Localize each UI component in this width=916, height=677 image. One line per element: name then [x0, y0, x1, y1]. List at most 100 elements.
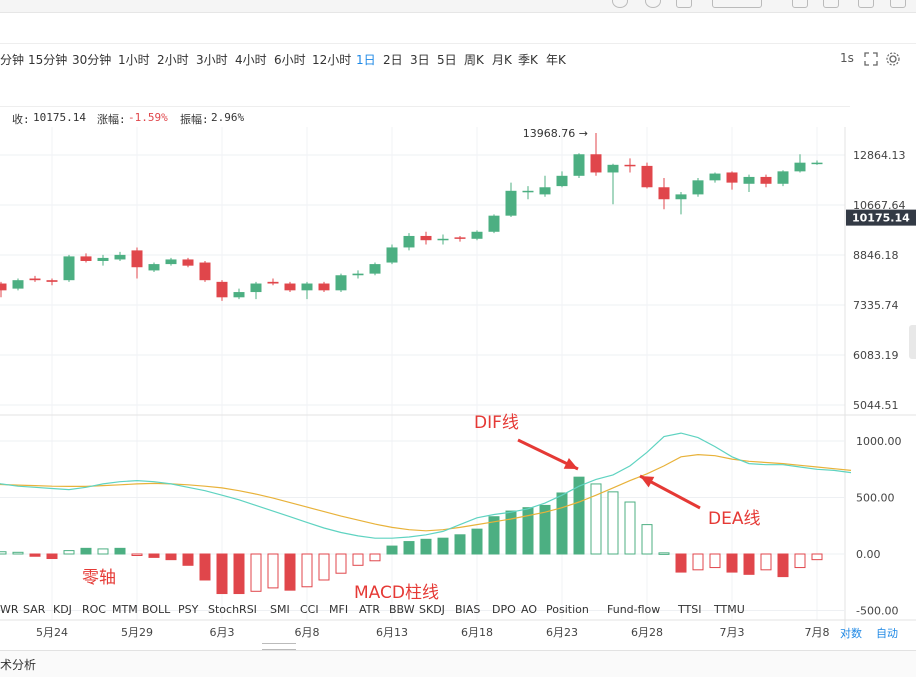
interval-7[interactable]: 6小时	[274, 53, 306, 67]
candle-body-15[interactable]	[233, 292, 245, 298]
interval-4[interactable]: 2小时	[157, 53, 189, 67]
indicator-tab-5[interactable]: BOLL	[142, 603, 171, 616]
indicator-tab-15[interactable]: DPO	[492, 603, 516, 616]
interval-15[interactable]: 季K	[518, 53, 538, 67]
candle-body-43[interactable]	[709, 173, 721, 181]
candle-body-4[interactable]	[46, 280, 58, 282]
restore-icon[interactable]	[823, 0, 839, 8]
indicator-tab-0[interactable]: WR	[0, 603, 19, 616]
candle-body-10[interactable]	[148, 264, 160, 271]
candle-body-35[interactable]	[573, 154, 585, 176]
candle-body-26[interactable]	[420, 235, 432, 241]
indicator-tab-16[interactable]: AO	[521, 603, 537, 616]
candle-body-32[interactable]	[522, 190, 534, 193]
indicator-tab-20[interactable]: TTMU	[714, 603, 745, 616]
candle-body-12[interactable]	[182, 259, 194, 266]
candle-body-9[interactable]	[131, 250, 143, 268]
candle-body-18[interactable]	[284, 283, 296, 291]
candle-body-8[interactable]	[114, 254, 126, 260]
side-panel-toggle[interactable]	[909, 325, 916, 359]
interval-14[interactable]: 月K	[492, 53, 512, 67]
window-icon[interactable]	[792, 0, 808, 8]
interval-0[interactable]: 分钟	[0, 53, 25, 67]
candle-body-6[interactable]	[80, 256, 92, 261]
gear-icon[interactable]	[886, 52, 900, 66]
candle-body-28[interactable]	[454, 237, 466, 239]
indicator-tab-14[interactable]: BIAS	[455, 603, 481, 616]
candle-body-40[interactable]	[658, 187, 670, 200]
unit-dropdown[interactable]	[712, 0, 762, 8]
candle-body-24[interactable]	[386, 247, 398, 263]
auto-scale-toggle[interactable]: 自动	[876, 627, 898, 640]
interval-1[interactable]: 15分钟	[28, 53, 68, 67]
candle-body-33[interactable]	[539, 187, 551, 195]
indicator-tab-13[interactable]: SKDJ	[419, 603, 445, 616]
indicator-tab-9[interactable]: CCI	[300, 603, 319, 616]
candle-body-44[interactable]	[726, 172, 738, 183]
indicator-tab-6[interactable]: PSY	[178, 603, 199, 616]
candle-body-30[interactable]	[488, 215, 500, 232]
fullscreen-icon[interactable]	[864, 52, 878, 66]
interval-13[interactable]: 周K	[464, 53, 484, 67]
indicator-tab-11[interactable]: ATR	[359, 603, 381, 616]
candle-body-34[interactable]	[556, 175, 568, 187]
interval-8[interactable]: 12小时	[312, 53, 352, 67]
indicator-tab-4[interactable]: MTM	[112, 603, 138, 616]
candle-body-29[interactable]	[471, 231, 483, 239]
indicator-tab-7[interactable]: StochRSI	[208, 603, 257, 616]
candle-body-7[interactable]	[97, 257, 109, 261]
candle-body-16[interactable]	[250, 283, 262, 293]
candle-body-14[interactable]	[216, 281, 228, 298]
candle-body-39[interactable]	[641, 165, 653, 188]
candle-body-13[interactable]	[199, 262, 211, 281]
candle-body-1[interactable]	[0, 283, 7, 291]
resize-handle[interactable]	[262, 643, 296, 650]
candle-body-3[interactable]	[29, 278, 41, 281]
candle-body-46[interactable]	[760, 176, 772, 184]
candle-body-47[interactable]	[777, 171, 789, 184]
candle-body-37[interactable]	[607, 164, 619, 173]
interval-12[interactable]: 5日	[437, 53, 457, 67]
indicator-tab-8[interactable]: SMI	[270, 603, 290, 616]
candle-body-38[interactable]	[624, 164, 636, 167]
indicator-tab-3[interactable]: ROC	[82, 603, 106, 616]
candle-body-41[interactable]	[675, 194, 687, 200]
layout-icon[interactable]	[676, 0, 692, 8]
indicator-tab-10[interactable]: MFI	[329, 603, 349, 616]
indicator-tab-19[interactable]: TTSI	[678, 603, 702, 616]
candle-body-27[interactable]	[437, 238, 449, 241]
candle-body-19[interactable]	[301, 283, 313, 291]
candle-body-48[interactable]	[794, 162, 806, 172]
candle-body-20[interactable]	[318, 283, 330, 291]
candle-body-11[interactable]	[165, 259, 177, 265]
candle-body-17[interactable]	[267, 281, 279, 284]
minimize-icon[interactable]	[858, 0, 874, 8]
interval-5[interactable]: 3小时	[196, 53, 228, 67]
candle-body-21[interactable]	[335, 275, 347, 291]
candle-body-31[interactable]	[505, 190, 517, 216]
candle-body-5[interactable]	[63, 256, 75, 281]
indicator-tab-2[interactable]: KDJ	[53, 603, 72, 616]
interval-9[interactable]: 1日	[356, 53, 376, 67]
interval-6[interactable]: 4小时	[235, 53, 267, 67]
candle-body-23[interactable]	[369, 264, 381, 274]
refresh-rate-label[interactable]: 1s	[840, 51, 854, 65]
close-icon[interactable]	[890, 0, 906, 8]
candle-body-22[interactable]	[352, 273, 364, 276]
candle-body-36[interactable]	[590, 154, 602, 173]
interval-2[interactable]: 30分钟	[72, 53, 112, 67]
indicator-tab-1[interactable]: SAR	[23, 603, 46, 616]
interval-3[interactable]: 1小时	[118, 53, 150, 67]
candle-body-2[interactable]	[12, 280, 24, 289]
candle-body-42[interactable]	[692, 180, 704, 195]
candle-body-49[interactable]	[811, 162, 823, 165]
candle-body-45[interactable]	[743, 176, 755, 184]
interval-10[interactable]: 2日	[383, 53, 403, 67]
tech-analysis-tab[interactable]: 术分析	[0, 658, 37, 672]
interval-11[interactable]: 3日	[410, 53, 430, 67]
candle-body-25[interactable]	[403, 235, 415, 248]
indicator-tab-12[interactable]: BBW	[389, 603, 415, 616]
indicator-tab-17[interactable]: Position	[546, 603, 589, 616]
log-scale-toggle[interactable]: 对数	[840, 627, 862, 640]
